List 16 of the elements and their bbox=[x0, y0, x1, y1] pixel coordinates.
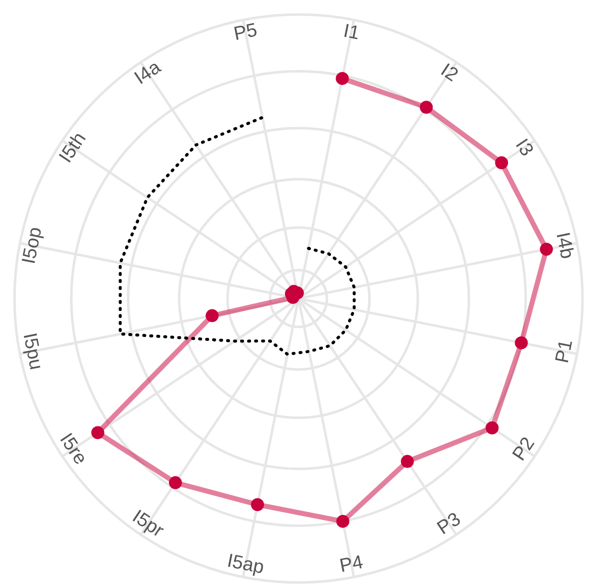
spoke-label: I5pu bbox=[18, 331, 46, 372]
spoke-label: I5pr bbox=[128, 506, 168, 542]
spoke-label: I5re bbox=[55, 430, 91, 469]
spoke-label: P2 bbox=[508, 434, 540, 465]
spoke-label: P5 bbox=[232, 20, 260, 46]
spoke-label: I1 bbox=[342, 20, 362, 44]
spoke-label: P3 bbox=[434, 508, 465, 540]
spoke-label: I2 bbox=[436, 60, 462, 86]
spoke-label: I5th bbox=[55, 128, 91, 167]
spoke-label: I5ap bbox=[225, 550, 266, 578]
spoke-label: P4 bbox=[338, 552, 365, 578]
spoke-label: P1 bbox=[552, 338, 578, 365]
spoke-label: I5op bbox=[18, 225, 46, 266]
spoke-label: I4b bbox=[552, 230, 578, 261]
spoke-label: I4a bbox=[131, 56, 165, 90]
spoke-label: I3 bbox=[510, 135, 538, 160]
